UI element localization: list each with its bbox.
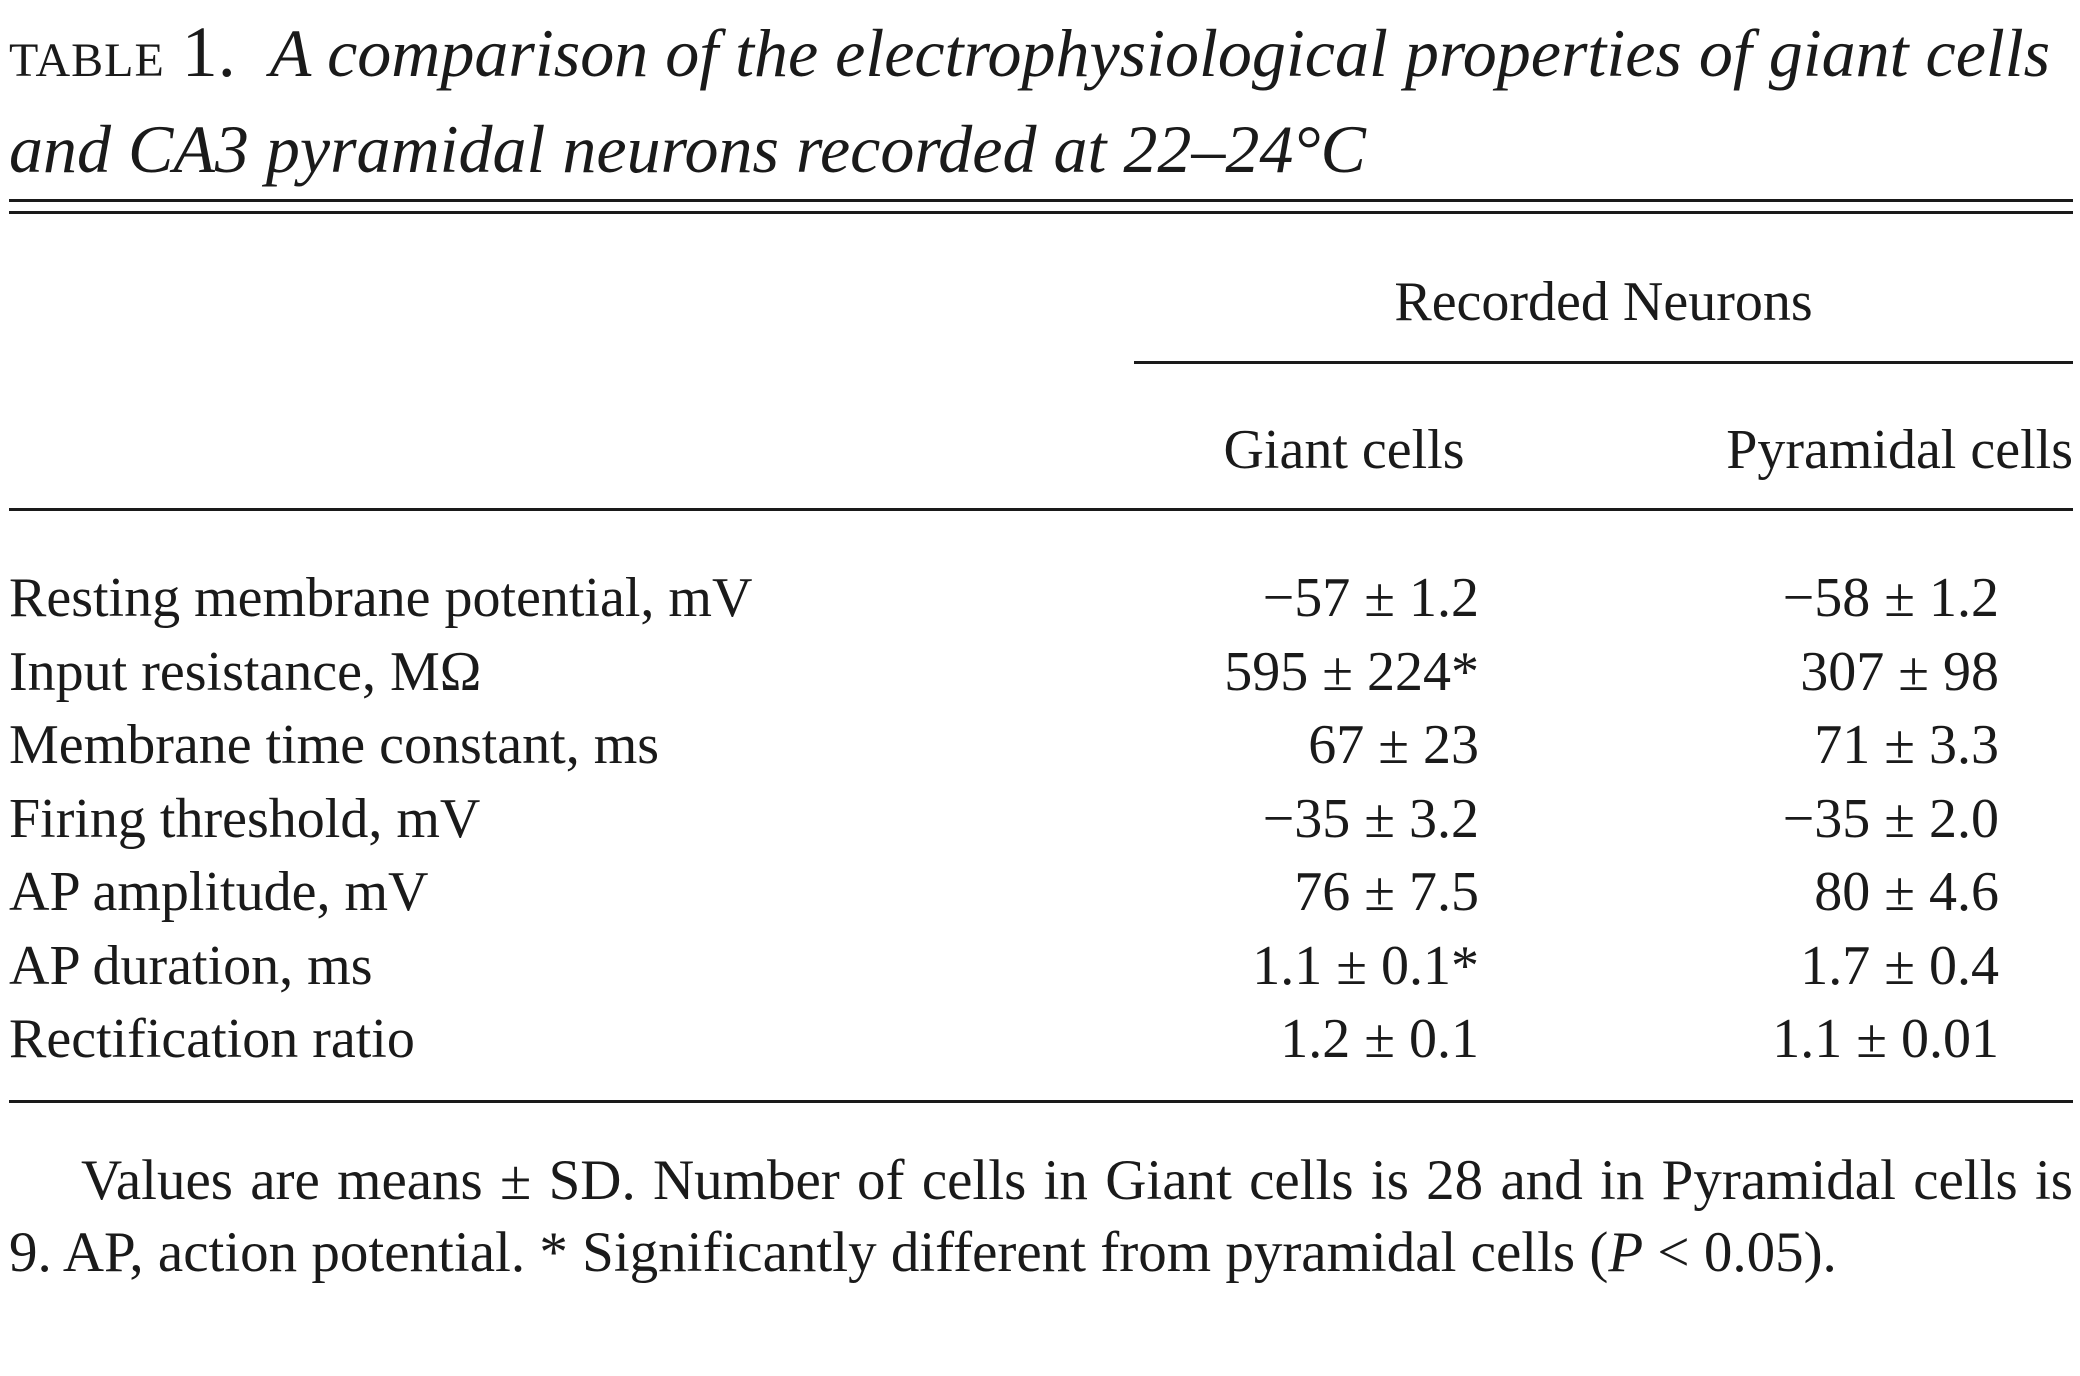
row-giant-value: 1.2 ± 0.1 bbox=[1280, 1008, 1479, 1070]
table-row: Input resistance, MΩ 595 ± 224* 307 ± 98 bbox=[9, 636, 2073, 710]
row-parameter: AP amplitude, mV bbox=[9, 861, 429, 923]
row-parameter: AP duration, ms bbox=[9, 934, 373, 997]
row-pyramidal-value: −35 ± 2.0 bbox=[1782, 787, 1999, 850]
table-footnote: Values are means ± SD. Number of cells i… bbox=[9, 1145, 2073, 1289]
row-parameter: Membrane time constant, ms bbox=[9, 714, 660, 776]
footnote-text: Values are means ± SD. Number of cells i… bbox=[9, 1149, 2073, 1284]
caption-number: 1. bbox=[181, 12, 236, 92]
row-pyramidal-value: 80 ± 4.6 bbox=[1814, 861, 1999, 923]
table-row: Rectification ratio 1.2 ± 0.1 1.1 ± 0.01 bbox=[9, 1003, 2073, 1077]
row-giant-value: 76 ± 7.5 bbox=[1294, 861, 1479, 923]
top-rule-2 bbox=[9, 211, 2073, 214]
row-pyramidal-value: 1.1 ± 0.01 bbox=[1772, 1008, 1999, 1070]
row-pyramidal-value: 1.7 ± 0.4 bbox=[1800, 934, 1999, 997]
table-body: Resting membrane potential, mV −57 ± 1.2… bbox=[9, 562, 2073, 1077]
row-giant-value: −57 ± 1.2 bbox=[1262, 567, 1479, 629]
row-parameter: Input resistance, MΩ bbox=[9, 640, 482, 703]
table-row: AP amplitude, mV 76 ± 7.5 80 ± 4.6 bbox=[9, 856, 2073, 930]
row-giant-value: −35 ± 3.2 bbox=[1262, 787, 1479, 850]
table-row: Resting membrane potential, mV −57 ± 1.2… bbox=[9, 562, 2073, 636]
row-parameter: Resting membrane potential, mV bbox=[9, 567, 753, 629]
row-giant-value: 595 ± 224* bbox=[1224, 640, 1479, 703]
row-giant-value: 1.1 ± 0.1* bbox=[1252, 934, 1479, 997]
footnote-text-end: < 0.05). bbox=[1643, 1221, 1837, 1284]
table-row: Firing threshold, mV −35 ± 3.2 −35 ± 2.0 bbox=[9, 783, 2073, 857]
top-rule-1 bbox=[9, 199, 2073, 202]
caption-label: table bbox=[9, 15, 165, 91]
row-parameter: Rectification ratio bbox=[9, 1008, 415, 1070]
header-rule bbox=[9, 508, 2073, 511]
row-parameter: Firing threshold, mV bbox=[9, 787, 481, 850]
table-row: AP duration, ms 1.1 ± 0.1* 1.7 ± 0.4 bbox=[9, 930, 2073, 1004]
column-header-giant: Giant cells bbox=[1223, 419, 1465, 481]
row-pyramidal-value: −58 ± 1.2 bbox=[1782, 567, 1999, 629]
bottom-rule bbox=[9, 1100, 2073, 1103]
group-header: Recorded Neurons bbox=[1394, 271, 1813, 333]
table-row: Membrane time constant, ms 67 ± 23 71 ± … bbox=[9, 709, 2073, 783]
row-giant-value: 67 ± 23 bbox=[1308, 714, 1479, 776]
column-header-pyramidal: Pyramidal cells bbox=[1726, 419, 2073, 481]
table-caption: table 1. A comparison of the electrophys… bbox=[9, 4, 2073, 197]
group-header-rule bbox=[1134, 361, 2073, 364]
caption-title: A comparison of the electrophysiological… bbox=[9, 15, 2051, 187]
footnote-p-symbol: P bbox=[1608, 1221, 1644, 1284]
row-pyramidal-value: 71 ± 3.3 bbox=[1814, 714, 1999, 776]
row-pyramidal-value: 307 ± 98 bbox=[1800, 640, 1999, 703]
